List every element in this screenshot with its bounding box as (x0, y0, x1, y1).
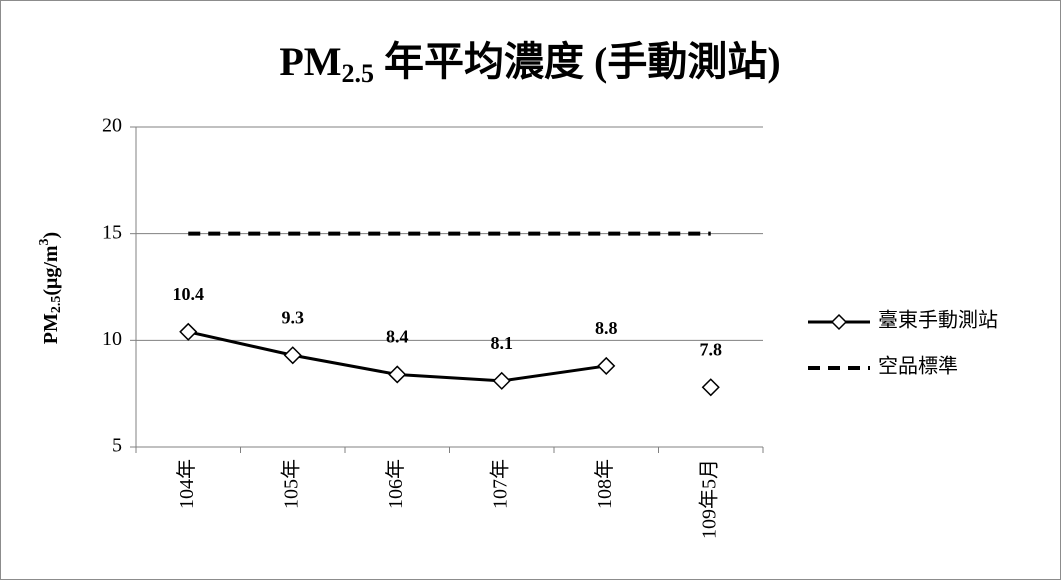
data-point (179, 322, 198, 341)
data-label: 8.1 (491, 333, 514, 353)
data-label: 7.8 (700, 339, 723, 359)
title-part: 年平均濃度 (手動測站) (374, 39, 781, 84)
legend-label: 空品標準 (878, 355, 958, 378)
data-point (388, 365, 407, 384)
legend-label: 臺東手動測站 (878, 309, 998, 332)
legend-marker (830, 313, 848, 331)
ylabel-subscript: 2.5 (49, 296, 64, 314)
x-tick-label: 104年 (175, 459, 198, 509)
title-subscript: 2.5 (342, 59, 375, 88)
y-axis-label: PM2.5(μg/m3) (37, 232, 64, 344)
ylabel-superscript: 3 (37, 238, 52, 245)
data-label: 8.4 (386, 327, 409, 347)
y-tick-label: 10 (102, 328, 122, 350)
data-label: 10.4 (173, 284, 205, 304)
ylabel-part: ) (40, 232, 62, 239)
y-tick-label: 15 (102, 221, 122, 243)
ylabel-part: PM (40, 313, 62, 344)
x-tick-label: 106年 (384, 459, 407, 509)
data-label: 8.8 (595, 318, 618, 338)
x-tick-label: 107年 (488, 459, 511, 509)
x-tick-label: 105年 (279, 459, 302, 509)
data-point (492, 371, 511, 390)
chart-title: PM2.5 年平均濃度 (手動測站) (279, 39, 780, 88)
title-part: PM (279, 39, 341, 84)
x-tick-label: 108年 (593, 459, 616, 509)
y-tick-label: 20 (102, 115, 122, 137)
x-tick-label: 109年5月 (697, 459, 720, 539)
ylabel-part: (μg/m (40, 245, 62, 296)
y-tick-label: 5 (112, 435, 122, 457)
data-label: 9.3 (282, 307, 305, 327)
data-point (597, 356, 616, 375)
data-point (283, 346, 302, 365)
data-point (701, 378, 720, 397)
